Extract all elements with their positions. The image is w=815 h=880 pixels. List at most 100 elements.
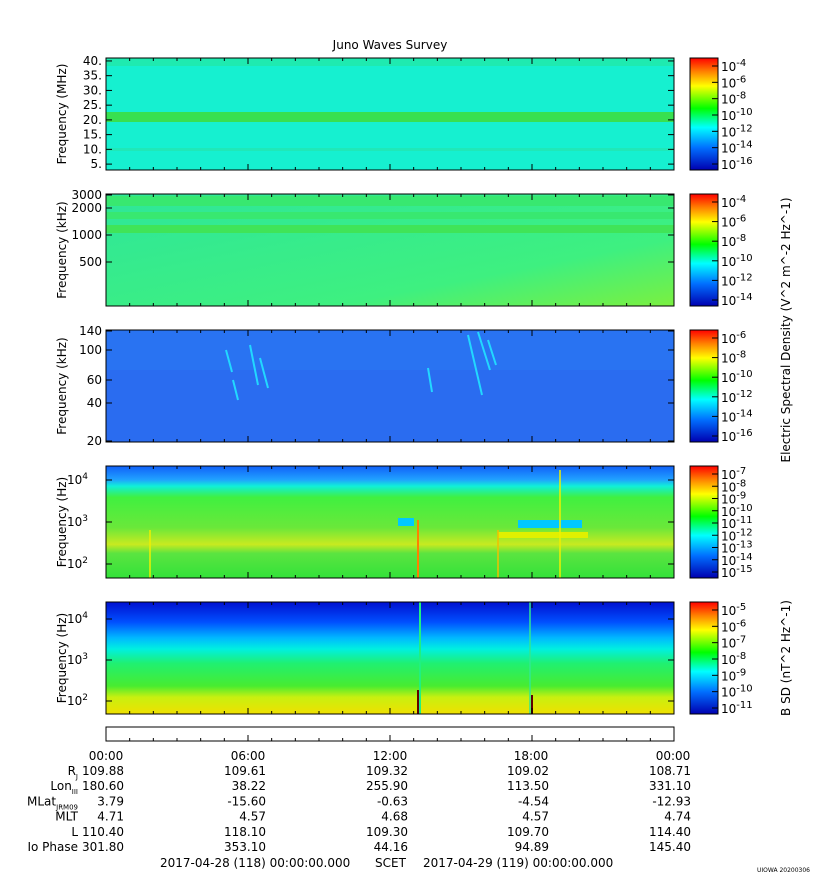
y-tick-label: 60 [87,373,102,387]
y-tick-label: 5. [91,157,102,171]
ephemeris-value: 108.71 [649,764,691,778]
colorbar-label: 10-6 [721,214,746,230]
ephemeris-value: 4.71 [97,810,124,824]
ephemeris-value: 109.61 [224,764,266,778]
scet-end: 2017-04-29 (119) 00:00:00.000 [423,856,613,870]
ephemeris-value: 180.60 [82,779,124,793]
colorbar-label: 10-12 [721,123,753,139]
colorbar-label: 10-6 [721,330,746,346]
y-tick-label: 500 [79,255,102,269]
ephemeris-value: 94.89 [515,840,549,854]
ephemeris-row-label: Io Phase [27,840,78,854]
colorbar-label: 10-12 [721,527,753,543]
figure-title: Juno Waves Survey [332,38,448,52]
ephemeris-row-label: RJ [68,764,78,781]
footer-stamp: UIOWA 20200306 [757,867,810,874]
ephemeris-value: 109.32 [366,764,408,778]
colorbar-label: 10-11 [721,700,753,716]
panel-1-mhz [105,57,675,171]
y-tick-label: 3000 [71,188,102,202]
ephemeris-value: 109.88 [82,764,124,778]
y-tick-label: 2000 [71,201,102,215]
y-tick-label: 40 [87,396,102,410]
ephemeris-value: 109.30 [366,825,408,839]
colorbar-label: 10-10 [721,503,753,519]
ephemeris-row-label: MLatJRM09 [27,794,78,811]
colorbar-label: 10-10 [721,369,753,385]
panel-4-patch-a [398,518,414,526]
panel-1-band-low [106,148,674,151]
colorbar-label: 10-13 [721,540,753,556]
colorbar-label: 10-4 [721,194,746,210]
ephemeris-value: 4.68 [381,810,408,824]
y-tick-label: 103 [67,514,88,529]
ephemeris-value: 109.70 [507,825,549,839]
y-tick-label: 35. [83,69,102,83]
scet-start: 2017-04-28 (118) 00:00:00.000 [160,856,350,870]
y-tick-label: 40. [83,54,102,68]
panel-1-band-20mhz [106,112,674,122]
ephemeris-table: 00:00 06:00 12:00 18:00 00:00 RJ 109.88 109.61 1… [27,749,691,854]
colorbar [689,193,719,307]
colorbar-label: 10-9 [721,667,746,683]
ephemeris-value: 4.57 [522,810,549,824]
ephemeris-value: 44.16 [374,840,408,854]
colorbar-label: 10-8 [721,350,746,366]
colorbar [689,465,719,579]
panel-4-background [106,466,674,578]
panel-2-band-a [106,196,674,206]
y-tick-label: 104 [67,472,88,487]
colorbars-layer: 10-410-610-810-1010-1210-1410-1610-410-6… [689,57,793,716]
ephemeris-value: -15.60 [227,794,266,808]
colorbar-label: 10-5 [721,602,746,618]
panel-5-hz [105,601,675,715]
y-tick-label: 100 [79,343,102,357]
colorbar-label: 10-16 [721,156,753,172]
y-tick-label: 20. [83,113,102,127]
panel-3-upper-shade [106,330,674,370]
colorbar-label: 10-14 [721,408,753,424]
y-tick-label: 30. [83,83,102,97]
y-axis-label: Frequency (kHz) [55,201,69,298]
colorbar-label: 10-14 [721,140,753,156]
colorbar-label: 10-10 [721,684,753,700]
ephemeris-row-label: LonIII [50,779,78,796]
ephemeris-value: 331.10 [649,779,691,793]
panel-4-hz [105,465,675,579]
ephemeris-value: -4.54 [518,794,549,808]
ephemeris-row-label: L [71,825,78,839]
scet-label: SCET [375,856,407,870]
ephemeris-value: 38.22 [232,779,266,793]
colorbar-label: 10-8 [721,651,746,667]
ephemeris-value: 114.40 [649,825,691,839]
colorbar [689,601,719,715]
ephemeris-value: -0.63 [377,794,408,808]
y-tick-label: 10. [83,142,102,156]
colorbar-label: 10-12 [721,389,753,405]
colorbar-label: 10-9 [721,491,746,507]
colorbar-label: 10-16 [721,428,753,444]
y-tick-label: 15. [83,128,102,142]
colorbar-label: 10-10 [721,107,753,123]
colorbar-label: 10-10 [721,253,753,269]
colorbar-label: 10-6 [721,618,746,634]
ephemeris-value: 145.40 [649,840,691,854]
panel-4-patch-b [518,520,582,528]
y-tick-label: 103 [67,652,88,667]
ephemeris-row-label: MLT [55,810,78,824]
colorbar-label: 10-8 [721,478,746,494]
y-tick-label: 1000 [71,228,102,242]
ephemeris-value: 113.50 [507,779,549,793]
time-tick-label: 18:00 [514,749,549,763]
y-axis-label: Frequency (Hz) [55,613,69,704]
axes-layer: 40.35.30.25.20.15.10.5. Frequency (MHz) 30… [55,54,675,741]
colorbar [689,57,719,171]
time-tick-label: 12:00 [373,749,408,763]
panel-4-patch-c [498,532,588,538]
ephemeris-value: 118.10 [224,825,266,839]
colorbar [689,329,719,443]
panel-2-band-c [106,225,674,233]
colorbar-label: 10-12 [721,272,753,288]
colorbar-title: Electric Spectral Density (V^2 m^-2 Hz^-… [779,197,793,462]
